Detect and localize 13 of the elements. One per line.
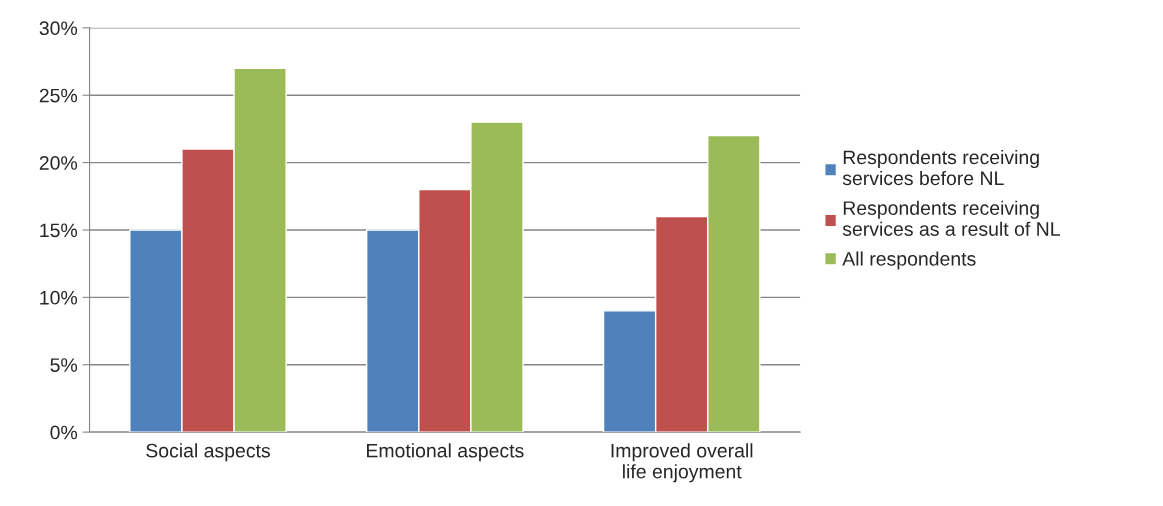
x-tick-label: Emotional aspects (367, 443, 524, 462)
y-tick-label: 20% (39, 156, 78, 170)
legend-label: Respondents receiving services before NL (842, 149, 1039, 186)
legend-label: All respondents (842, 251, 976, 270)
x-tick-label: Social aspects (146, 443, 270, 462)
y-tick-label: 25% (39, 88, 78, 103)
y-tick-label: 0% (50, 425, 78, 440)
y-tick-label: 10% (40, 290, 78, 305)
x-tick-label: Improved overall life enjoyment (611, 443, 753, 483)
y-tick-label: 5% (50, 358, 78, 372)
legend-label: Respondents receiving services as a result of NL (842, 200, 1060, 236)
y-tick-label: 15% (40, 223, 78, 238)
y-tick-label: 30% (39, 21, 78, 36)
